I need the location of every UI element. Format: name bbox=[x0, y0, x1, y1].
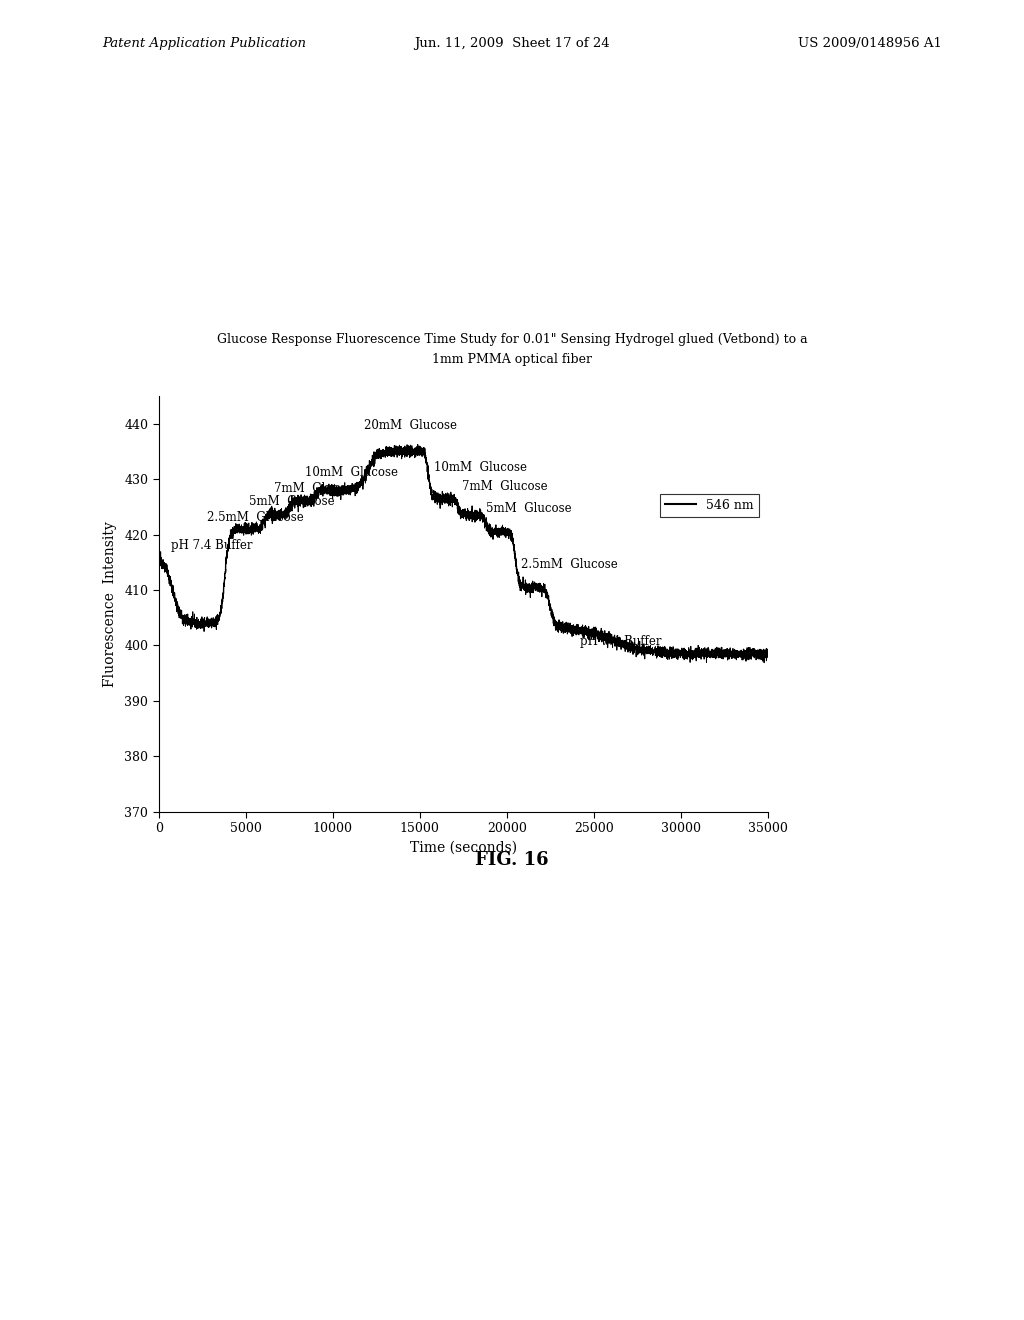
Text: 5mM  Glucose: 5mM Glucose bbox=[249, 495, 335, 508]
Text: 10mM  Glucose: 10mM Glucose bbox=[305, 466, 398, 479]
X-axis label: Time (seconds): Time (seconds) bbox=[410, 841, 517, 855]
Y-axis label: Fluorescence  Intensity: Fluorescence Intensity bbox=[103, 521, 118, 686]
Text: 2.5mM  Glucose: 2.5mM Glucose bbox=[521, 557, 617, 570]
Text: 2.5mM  Glucose: 2.5mM Glucose bbox=[208, 511, 304, 524]
Text: 7mM  Glucose: 7mM Glucose bbox=[273, 482, 359, 495]
Text: 7mM  Glucose: 7mM Glucose bbox=[462, 480, 547, 494]
Text: pH 7.4 Buffer: pH 7.4 Buffer bbox=[580, 635, 662, 648]
Text: US 2009/0148956 A1: US 2009/0148956 A1 bbox=[798, 37, 942, 50]
Text: 20mM  Glucose: 20mM Glucose bbox=[365, 418, 457, 432]
Text: 1mm PMMA optical fiber: 1mm PMMA optical fiber bbox=[432, 352, 592, 366]
Text: FIG. 16: FIG. 16 bbox=[475, 851, 549, 870]
Legend: 546 nm: 546 nm bbox=[659, 494, 759, 516]
Text: pH 7.4 Buffer: pH 7.4 Buffer bbox=[171, 540, 252, 552]
Text: 5mM  Glucose: 5mM Glucose bbox=[486, 502, 571, 515]
Text: Jun. 11, 2009  Sheet 17 of 24: Jun. 11, 2009 Sheet 17 of 24 bbox=[414, 37, 610, 50]
Text: Glucose Response Fluorescence Time Study for 0.01" Sensing Hydrogel glued (Vetbo: Glucose Response Fluorescence Time Study… bbox=[217, 333, 807, 346]
Text: Patent Application Publication: Patent Application Publication bbox=[102, 37, 306, 50]
Text: 10mM  Glucose: 10mM Glucose bbox=[434, 461, 526, 474]
